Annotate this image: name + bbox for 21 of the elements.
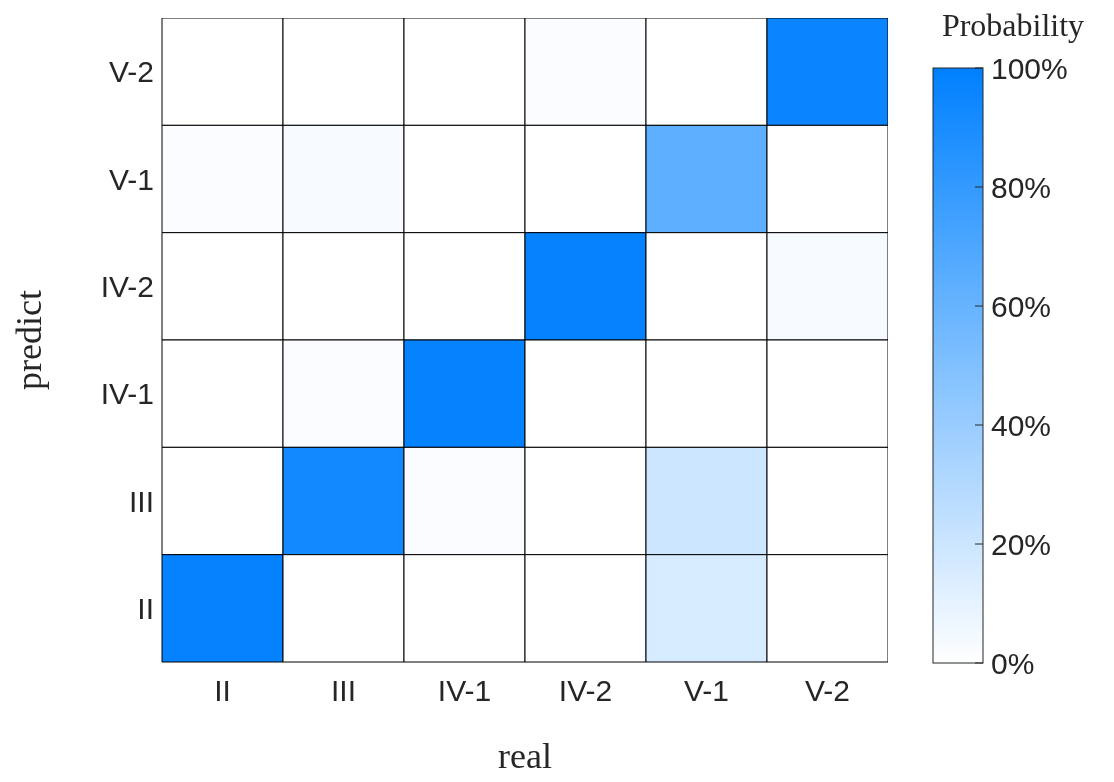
color-bar-label: 60% [991, 289, 1052, 323]
x-tick-label: V-2 [804, 674, 851, 708]
x-tick-label: III [330, 674, 357, 708]
y-axis-title: predict [8, 290, 49, 390]
x-tick-label: IV-1 [437, 674, 492, 708]
x-tick-label: V-1 [683, 674, 730, 708]
color-bar-title: Probability [941, 7, 1085, 43]
y-tick-label: II [137, 591, 154, 625]
x-tick-label: II [214, 674, 231, 708]
color-bar-label: 40% [991, 408, 1052, 442]
y-tick-label: V-2 [108, 55, 154, 89]
y-tick-label: IV-1 [100, 377, 154, 411]
x-axis-title: real [498, 736, 552, 776]
x-tick-label: IV-2 [558, 674, 613, 708]
y-tick-label: III [128, 484, 154, 518]
color-bar-label: 80% [991, 170, 1052, 204]
color-bar-label: 20% [991, 527, 1052, 561]
y-tick-label: V-1 [108, 162, 154, 196]
color-bar-label: 100% [991, 51, 1068, 85]
y-tick-label: IV-2 [100, 269, 154, 303]
color-bar-label: 0% [991, 646, 1035, 680]
